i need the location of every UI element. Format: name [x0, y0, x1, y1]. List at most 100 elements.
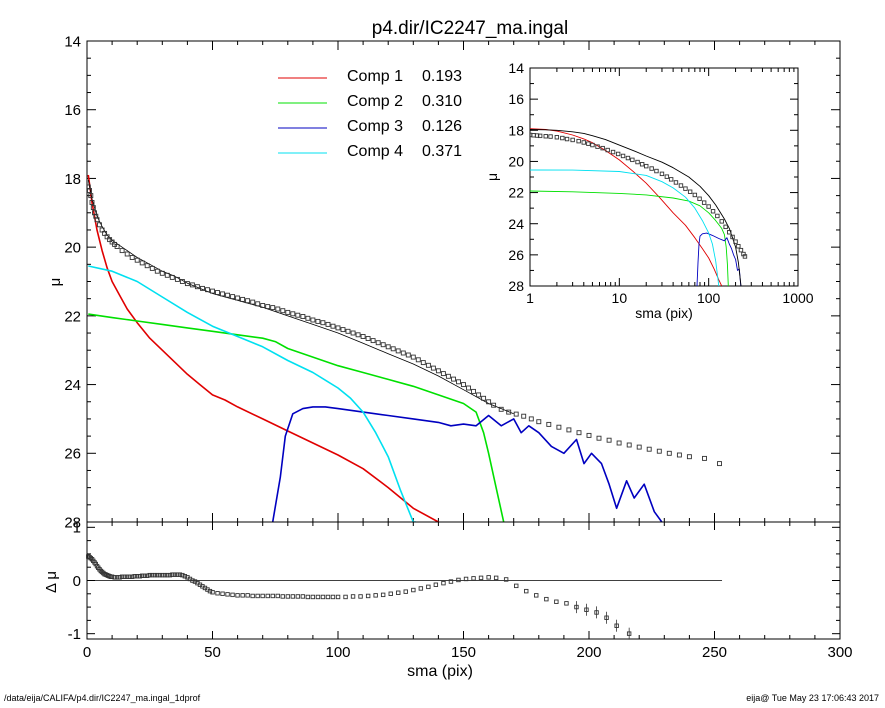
- data-point: [305, 315, 311, 321]
- y-tick-label: 28: [64, 514, 81, 531]
- data-point: [139, 260, 145, 266]
- inset-data-point: [719, 219, 724, 224]
- residual-point: [310, 594, 316, 600]
- residual-point: [210, 590, 215, 595]
- inset-data-point: [581, 140, 586, 145]
- data-point: [149, 265, 155, 271]
- inset-data-point: [548, 134, 553, 139]
- y-tick-label: 24: [508, 216, 524, 232]
- data-point: [420, 360, 426, 366]
- data-point: [255, 301, 261, 307]
- residual-point: [418, 586, 424, 591]
- inset-background: [530, 68, 798, 286]
- data-point: [513, 411, 519, 417]
- data-point: [250, 299, 256, 305]
- residual-point: [140, 573, 145, 578]
- residual-point: [534, 593, 539, 598]
- inset-data-point: [543, 134, 548, 139]
- data-point: [154, 268, 160, 274]
- residual-point: [358, 594, 363, 599]
- data-point: [310, 317, 316, 323]
- data-point: [290, 311, 296, 317]
- x-tick-label: 100: [697, 290, 721, 306]
- series-line-comp-3: [271, 406, 663, 522]
- data-point: [169, 274, 175, 280]
- data-point: [210, 288, 215, 294]
- residual-point: [441, 580, 446, 586]
- data-point: [451, 376, 456, 382]
- data-point: [646, 446, 652, 452]
- data-point: [340, 327, 346, 333]
- data-point: [159, 270, 165, 276]
- data-point: [325, 321, 331, 327]
- residual-point: [162, 572, 168, 578]
- y-tick-label: 0: [73, 573, 81, 590]
- data-point: [270, 305, 276, 311]
- inset-plot: 1 10 100 1000 14 16 18 20 22 24 26 28 sma (pix) μ: [484, 60, 814, 321]
- data-point: [556, 424, 562, 430]
- residual-point: [388, 591, 393, 596]
- data-point: [97, 222, 102, 228]
- data-point: [717, 461, 722, 467]
- y-tick-label: 18: [64, 171, 81, 188]
- residual-point: [265, 593, 270, 599]
- inset-data-point: [683, 186, 688, 191]
- data-point: [350, 330, 356, 336]
- residual-point: [396, 590, 401, 595]
- residual-point: [300, 594, 306, 599]
- x-tick-label: 50: [204, 644, 221, 661]
- data-point: [395, 348, 401, 354]
- data-point: [330, 323, 336, 329]
- inset-data-point: [590, 142, 595, 148]
- residual-point: [493, 575, 499, 581]
- data-point: [476, 392, 482, 398]
- legend-value: 0.193: [422, 68, 462, 85]
- y-tick-label: 14: [64, 33, 81, 50]
- y-tick-label: 18: [508, 122, 524, 138]
- residual-point: [275, 593, 280, 599]
- residual-point: [373, 593, 378, 598]
- inset-data-point: [736, 244, 741, 249]
- residual-point: [626, 631, 632, 636]
- residual-point: [134, 574, 140, 579]
- data-point: [702, 455, 707, 461]
- residual-point: [433, 582, 439, 587]
- residual-point: [177, 572, 183, 577]
- residual-point: [142, 573, 147, 578]
- data-point: [616, 440, 622, 446]
- residual-point: [207, 588, 213, 594]
- data-point: [430, 365, 436, 371]
- inset-data-point: [639, 162, 645, 167]
- data-point: [184, 281, 190, 287]
- data-point: [576, 430, 582, 436]
- inset-data-point: [706, 204, 711, 209]
- residual-point: [463, 576, 469, 582]
- footer-file-path: /data/eija/CALIFA/p4.dir/IC2247_ma.ingal…: [4, 693, 201, 703]
- residual-point: [137, 574, 142, 579]
- data-point: [99, 227, 105, 233]
- residual-point: [594, 610, 599, 615]
- x-tick-label: 150: [451, 644, 476, 661]
- inset-data-point: [733, 239, 738, 244]
- residual-point: [614, 623, 619, 628]
- residual-point: [411, 587, 416, 593]
- data-point: [315, 318, 321, 324]
- residual-point: [343, 594, 348, 600]
- inset-data-point: [595, 144, 600, 149]
- x-axis-label: sma (pix): [407, 663, 473, 680]
- legend-label: Comp 4: [347, 143, 403, 160]
- legend-value: 0.371: [422, 143, 462, 160]
- data-point: [498, 406, 504, 412]
- residual-point: [290, 594, 296, 599]
- data-point: [320, 320, 326, 326]
- inset-line-comp-3: [696, 232, 742, 286]
- data-point: [89, 200, 95, 205]
- inset-data-point: [586, 141, 591, 146]
- residual-point: [180, 572, 185, 578]
- residual-point: [584, 607, 589, 612]
- data-point: [335, 325, 341, 331]
- residual-point: [554, 599, 559, 604]
- residual-point: [124, 574, 130, 579]
- series-line-comp-1: [87, 174, 439, 522]
- residual-point: [280, 594, 285, 599]
